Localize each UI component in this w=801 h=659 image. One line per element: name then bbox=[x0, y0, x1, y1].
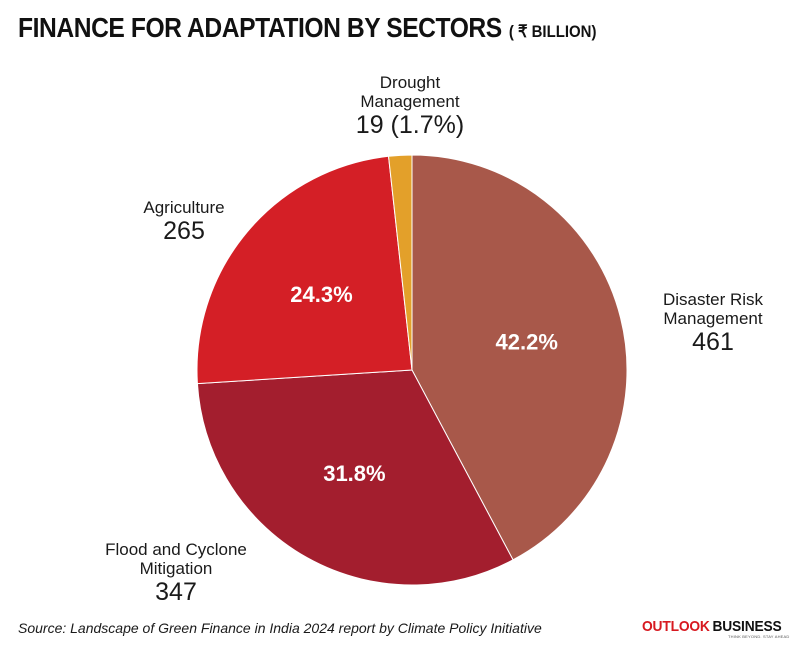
chart-title-text: FINANCE FOR ADAPTATION BY SECTORS bbox=[18, 12, 502, 43]
percent-label: 24.3% bbox=[290, 282, 352, 307]
logo-word-business: BUSINESS bbox=[712, 618, 782, 635]
category-line: Agriculture bbox=[143, 198, 225, 217]
category-line: Mitigation bbox=[139, 559, 213, 578]
logo-wordmark: OUTLOOK BUSINESS bbox=[642, 618, 782, 635]
percent-label: 31.8% bbox=[323, 461, 385, 486]
outlook-business-logo: OUTLOOK BUSINESS THINK BEYOND. STAY AHEAD bbox=[642, 618, 792, 640]
category-line: Management bbox=[663, 309, 763, 328]
chart-unit: ( ₹ BILLION) bbox=[508, 22, 597, 41]
label-flood-and-cyclone-mitigation: Flood and Cyclone Mitigation 347 bbox=[86, 540, 266, 606]
logo-word-outlook: OUTLOOK bbox=[642, 618, 710, 635]
category-line: Management bbox=[360, 92, 460, 111]
value-label: 461 bbox=[692, 328, 734, 356]
label-drought-management: Drought Management 19 (1.7%) bbox=[330, 73, 490, 139]
category-line: Flood and Cyclone bbox=[105, 540, 247, 559]
value-label: 19 (1.7%) bbox=[355, 111, 465, 139]
category-line: Disaster Risk bbox=[662, 290, 764, 309]
category-line: Drought bbox=[379, 73, 441, 92]
chart-title: FINANCE FOR ADAPTATION BY SECTORS ( ₹ BIL… bbox=[18, 12, 596, 44]
source-note: Source: Landscape of Green Finance in In… bbox=[18, 620, 542, 636]
label-disaster-risk-management: Disaster Risk Management 461 bbox=[643, 290, 783, 356]
percent-label: 42.2% bbox=[496, 329, 558, 354]
pie-slice bbox=[387, 154, 413, 371]
pie-slice bbox=[196, 369, 514, 586]
pie-slice bbox=[196, 155, 413, 385]
value-label: 347 bbox=[155, 578, 197, 606]
label-agriculture: Agriculture 265 bbox=[114, 198, 254, 245]
value-label: 265 bbox=[163, 217, 205, 245]
logo-tagline: THINK BEYOND. STAY AHEAD bbox=[728, 634, 790, 639]
pie-slice bbox=[411, 154, 628, 561]
